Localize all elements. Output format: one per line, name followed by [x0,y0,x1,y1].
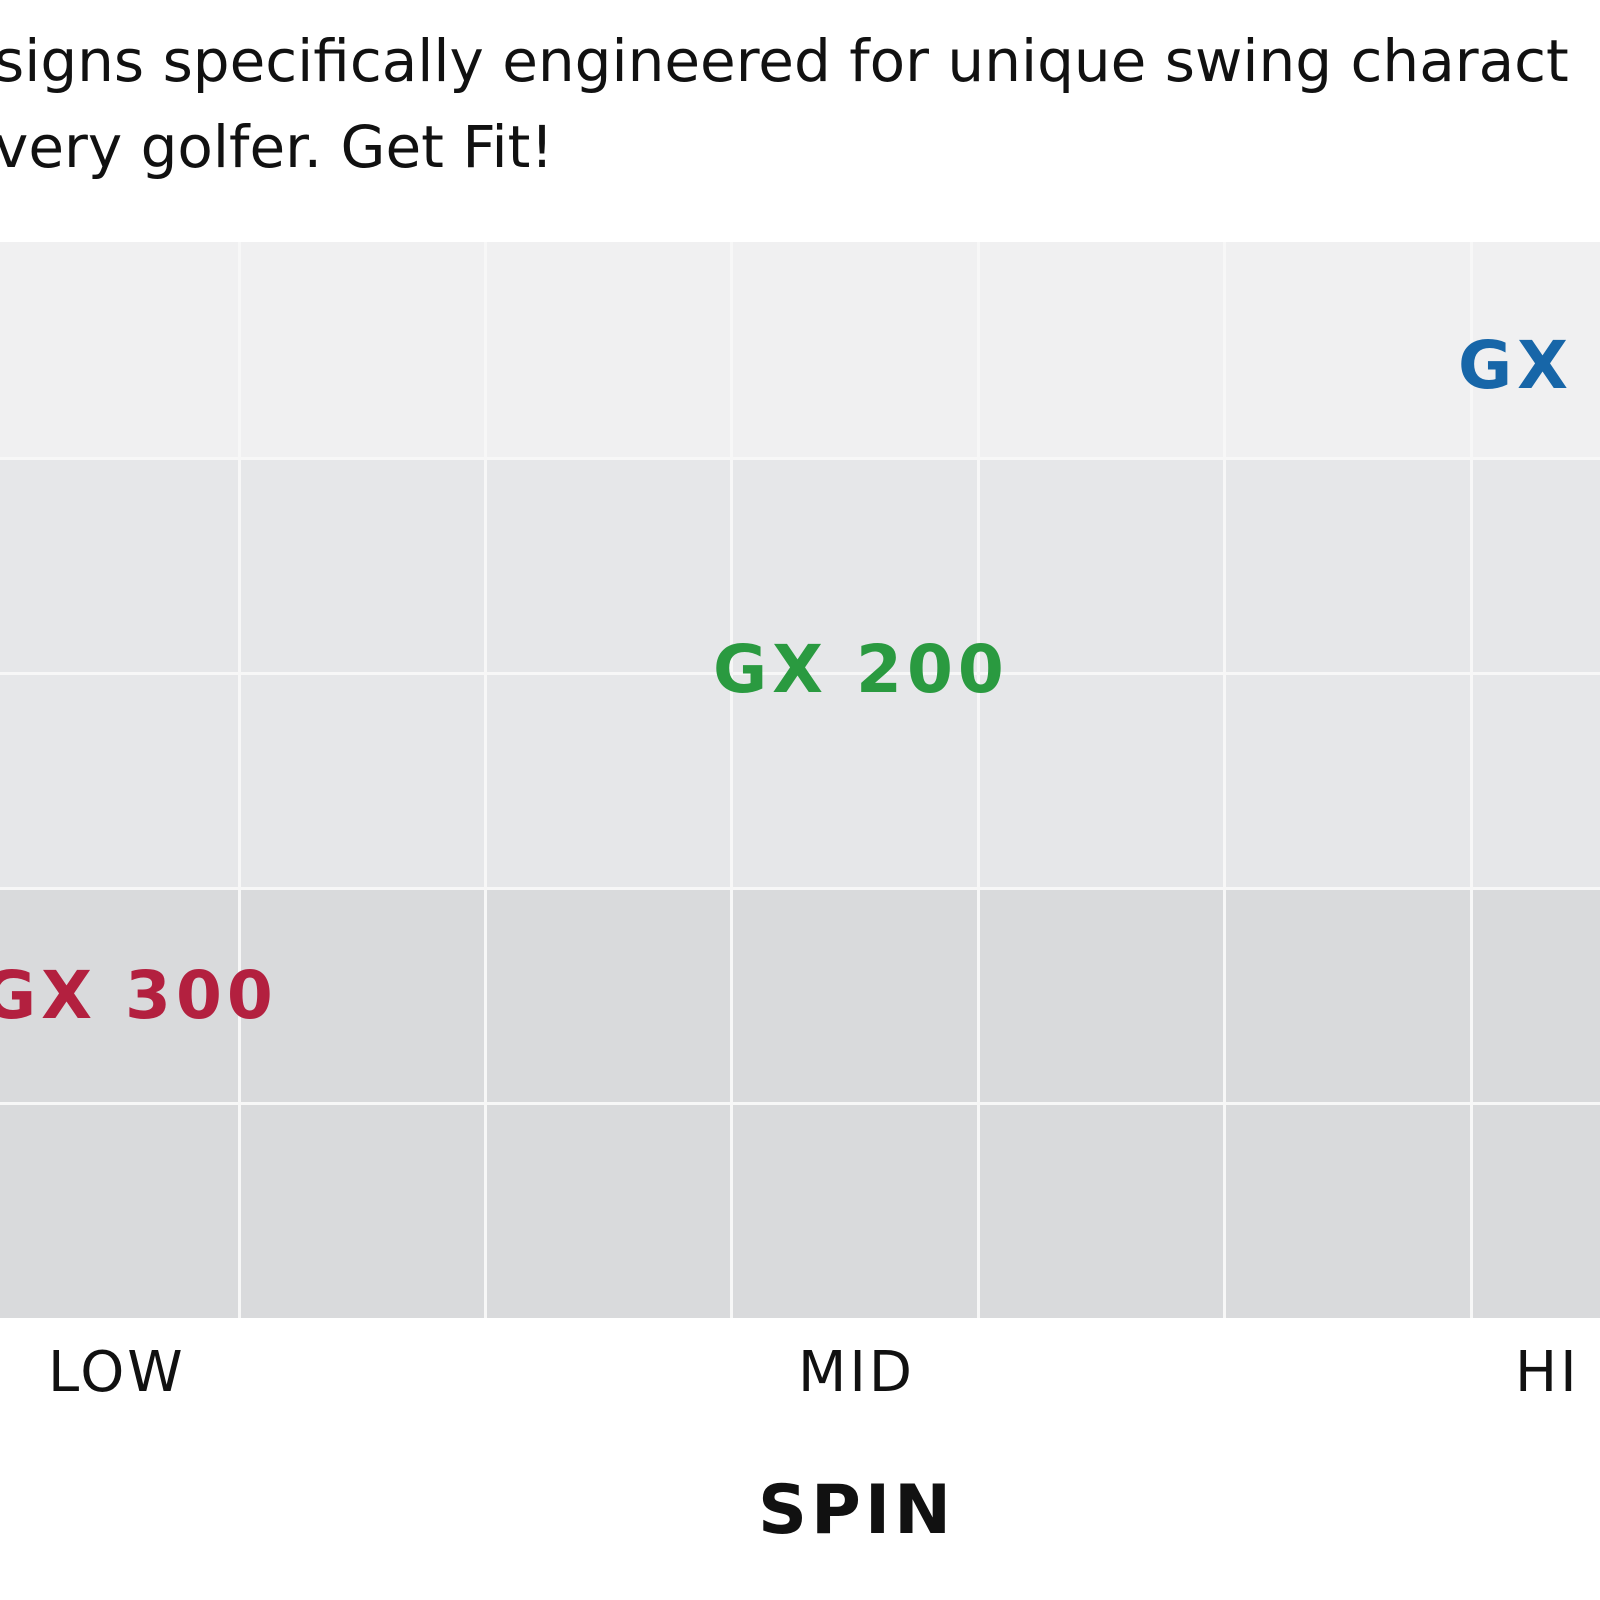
intro-line: very golfer. Get Fit! [0,113,554,181]
intro-line: signs specifically engineered for unique… [0,27,1569,95]
product-label: GX [1458,327,1574,404]
x-label: MID [798,1340,915,1405]
x-axis-title: SPIN [758,1471,956,1550]
grid-line [0,887,1600,890]
grid-line [0,672,1600,675]
grid-line [977,242,980,1318]
grid-line [0,1102,1600,1105]
band-high [0,242,1600,458]
grid-line [0,457,1600,460]
product-label: GX 200 [713,631,1009,708]
grid-line [730,242,733,1318]
product-label: GX 300 [0,957,278,1034]
grid-line [1470,242,1473,1318]
x-label: LOW [48,1340,186,1405]
x-label: HI [1515,1340,1580,1405]
grid-line [1223,242,1226,1318]
grid-line [238,242,241,1318]
grid-line [484,242,487,1318]
